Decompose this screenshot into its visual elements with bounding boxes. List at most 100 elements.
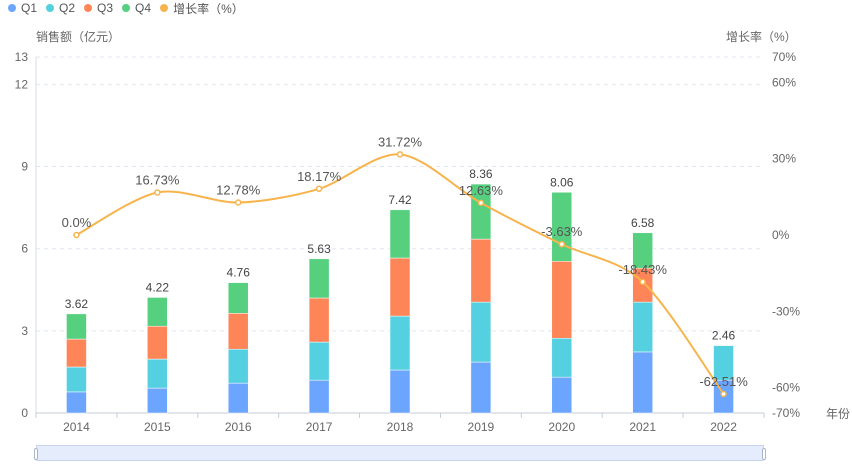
- bar-segment-q3: [66, 338, 87, 368]
- legend-item-growth-rate[interactable]: 增长率（%）: [160, 0, 244, 17]
- bar-segment-q1: [147, 387, 168, 414]
- bar-segment-q2: [632, 301, 653, 353]
- growth-line-point: [477, 199, 485, 207]
- growth-line-point: [154, 189, 161, 196]
- bar-segment-q4: [632, 232, 653, 269]
- bar-total-label: 8.36: [469, 167, 493, 181]
- growth-line-label: -18.43%: [618, 262, 667, 277]
- growth-line-label: 18.17%: [297, 169, 342, 184]
- legend-dot-icon: [46, 4, 55, 12]
- legend-label: Q3: [97, 1, 114, 15]
- legend: Q1 Q2 Q3 Q4 增长率（%）: [8, 0, 253, 16]
- legend-dot-icon: [8, 4, 16, 12]
- y-axis-left-title: 销售额（亿元）: [36, 30, 121, 44]
- x-tick-label: 2017: [306, 420, 333, 434]
- data-zoom-handle-end[interactable]: [762, 448, 766, 460]
- bar-segment-q1: [308, 379, 330, 414]
- bar-segment-q3: [551, 261, 573, 339]
- legend-item-q2[interactable]: Q2: [46, 1, 75, 15]
- y-tick-label: 3: [21, 324, 28, 338]
- bar-segment-q3: [227, 313, 249, 350]
- bar-segment-q4: [389, 209, 411, 259]
- bar-segment-q2: [470, 301, 492, 363]
- legend-label: 增长率（%）: [173, 1, 244, 16]
- bar-segment-q1: [389, 369, 411, 414]
- bar-segment-q1: [470, 361, 492, 414]
- growth-line-point: [73, 231, 80, 239]
- y-axis-right: -70% -60% -30% 0% 30% 60% 70%: [772, 50, 800, 420]
- bar-segment-q2: [308, 341, 330, 381]
- growth-line-point: [720, 390, 727, 398]
- growth-line-label: 31.72%: [378, 134, 423, 149]
- growth-line-label: 12.63%: [459, 183, 504, 198]
- y2-tick-label: -60%: [772, 381, 800, 395]
- bar-segment-q2: [551, 337, 573, 378]
- bar-total-label: 2.46: [712, 329, 736, 343]
- growth-line-labels: 0.0% 16.73% 12.78% 18.17% 31.72% 12.63% -3.63%…: [62, 134, 749, 389]
- data-zoom-handle-start[interactable]: [34, 448, 38, 460]
- bar-total-label: 6.58: [631, 216, 655, 230]
- bar-segment-q1: [66, 391, 87, 414]
- bar-total-label: 4.76: [227, 266, 251, 280]
- bar-segment-q3: [308, 297, 330, 343]
- y-tick-label: 13: [15, 50, 29, 64]
- x-tick-label: 2015: [144, 420, 171, 434]
- x-axis: 2014 2015 2016 2017 2018 2019 2020 2021 2022: [35, 412, 765, 434]
- bar-segment-q2: [389, 315, 411, 371]
- bar-segment-q4: [308, 258, 330, 299]
- bar-segment-q1: [551, 376, 573, 414]
- bar-segment-q4: [66, 313, 87, 340]
- bar-segment-q2: [227, 348, 249, 384]
- data-zoom-slider[interactable]: [34, 445, 766, 461]
- growth-line-point: [396, 151, 404, 158]
- x-tick-label: 2022: [710, 420, 737, 434]
- bar-segment-q1: [227, 382, 249, 414]
- legend-label: Q4: [135, 1, 152, 15]
- bar-segment-q2: [147, 358, 168, 389]
- bar-segment-q4: [147, 297, 168, 327]
- bar-segment-q4: [551, 192, 573, 262]
- legend-label: Q1: [21, 1, 38, 15]
- growth-line-label: -3.63%: [541, 224, 583, 239]
- bar-segment-q2: [713, 345, 734, 381]
- growth-line-label: -62.51%: [699, 374, 748, 389]
- legend-dot-icon: [160, 4, 169, 12]
- y-tick-label: 6: [21, 242, 28, 256]
- bar-segment-q4: [470, 183, 492, 240]
- y2-tick-label: -30%: [772, 304, 800, 318]
- legend-item-q1[interactable]: Q1: [8, 1, 37, 15]
- bar-total-label: 5.63: [307, 242, 331, 256]
- legend-label: Q2: [59, 1, 76, 15]
- bar-total-label: 8.06: [550, 175, 574, 189]
- y-axis-left: 0 3 6 9 12 13: [15, 50, 37, 420]
- bar-segment-q3: [470, 238, 492, 303]
- x-tick-label: 2020: [548, 420, 575, 434]
- legend-item-q4[interactable]: Q4: [122, 1, 151, 15]
- bar-total-label: 3.62: [65, 297, 89, 311]
- x-tick-label: 2019: [468, 420, 495, 434]
- bar-total-label: 7.42: [388, 193, 412, 207]
- y-tick-label: 9: [21, 160, 28, 174]
- bars: [66, 183, 734, 414]
- y2-tick-label: 30%: [772, 152, 796, 166]
- legend-dot-icon: [122, 4, 131, 12]
- y-axis-right-title: 增长率（%）: [726, 30, 797, 44]
- y2-tick-label: 60%: [772, 75, 796, 89]
- x-tick-label: 2014: [63, 420, 90, 434]
- y2-tick-label: 70%: [772, 50, 796, 64]
- x-tick-label: 2021: [629, 420, 656, 434]
- y-tick-label: 0: [21, 406, 28, 420]
- bar-segment-q3: [389, 257, 411, 317]
- legend-item-q3[interactable]: Q3: [84, 1, 113, 15]
- y-tick-label: 12: [15, 77, 29, 91]
- bar-total-labels: 3.62 4.22 4.76 5.63 7.42 8.36 8.06 6.58 2.46: [65, 167, 736, 343]
- bar-segment-q3: [147, 325, 168, 360]
- y2-tick-label: -70%: [772, 406, 800, 420]
- bar-segment-q2: [66, 366, 87, 393]
- x-axis-title: 年份: [826, 407, 851, 421]
- x-tick-label: 2018: [387, 420, 414, 434]
- growth-line-label: 0.0%: [62, 215, 92, 230]
- bar-segment-q1: [632, 351, 653, 414]
- growth-line-point: [315, 185, 323, 193]
